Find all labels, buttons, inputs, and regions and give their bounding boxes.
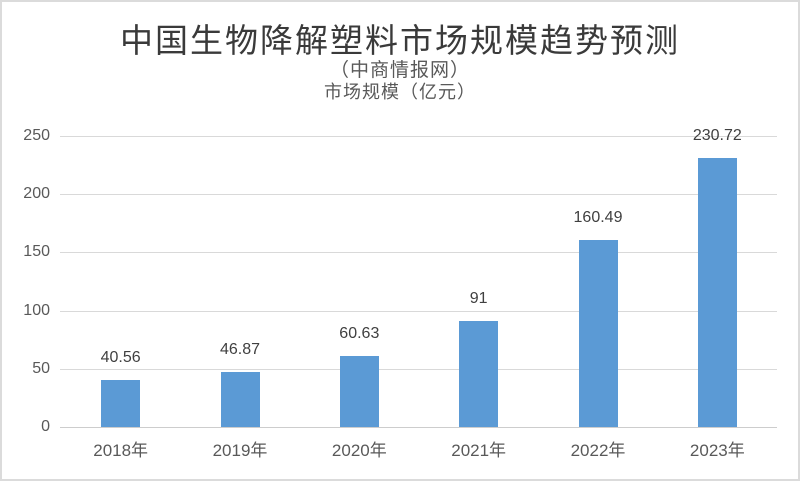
chart-title: 中国生物降解塑料市场规模趋势预测 <box>120 21 680 60</box>
gridline <box>60 427 777 428</box>
bar <box>220 372 260 427</box>
bar-data-label: 230.72 <box>692 127 742 145</box>
y-tick-label: 100 <box>23 301 50 319</box>
y-tick-label: 50 <box>32 359 50 377</box>
bar-data-label: 46.87 <box>219 341 261 359</box>
x-tick-label: 2023年 <box>689 441 745 460</box>
gridline <box>60 310 777 312</box>
y-axis-title: 市场规模（亿元） <box>324 82 476 103</box>
gridline <box>60 368 777 370</box>
chart-source-subtitle: （中商情报网） <box>329 59 470 81</box>
y-tick-label: 150 <box>23 243 50 261</box>
bar <box>578 240 618 427</box>
x-tick-label: 2018年 <box>93 441 149 460</box>
x-tick-label: 2021年 <box>451 441 507 460</box>
bar-data-label: 160.49 <box>573 209 623 227</box>
x-tick-label: 2022年 <box>570 441 626 460</box>
bar <box>697 158 737 427</box>
bar <box>339 356 379 427</box>
x-tick-label: 2019年 <box>212 441 268 460</box>
bar-data-label: 40.56 <box>100 348 141 366</box>
bar-data-label: 91 <box>469 290 488 308</box>
y-tick-label: 250 <box>23 127 50 144</box>
gridline <box>60 194 777 196</box>
gridline <box>60 252 777 254</box>
y-tick-label: 0 <box>41 418 50 435</box>
bar-data-label: 60.63 <box>339 325 380 343</box>
plot-area: 0 50 100 150 200 250 40.56 2018年 46.87 2019年 60.63… <box>23 127 777 460</box>
y-tick-label: 200 <box>23 185 50 203</box>
x-tick-label: 2020年 <box>331 441 387 460</box>
gridline <box>60 136 777 137</box>
bar <box>101 379 141 427</box>
bar <box>459 321 499 427</box>
